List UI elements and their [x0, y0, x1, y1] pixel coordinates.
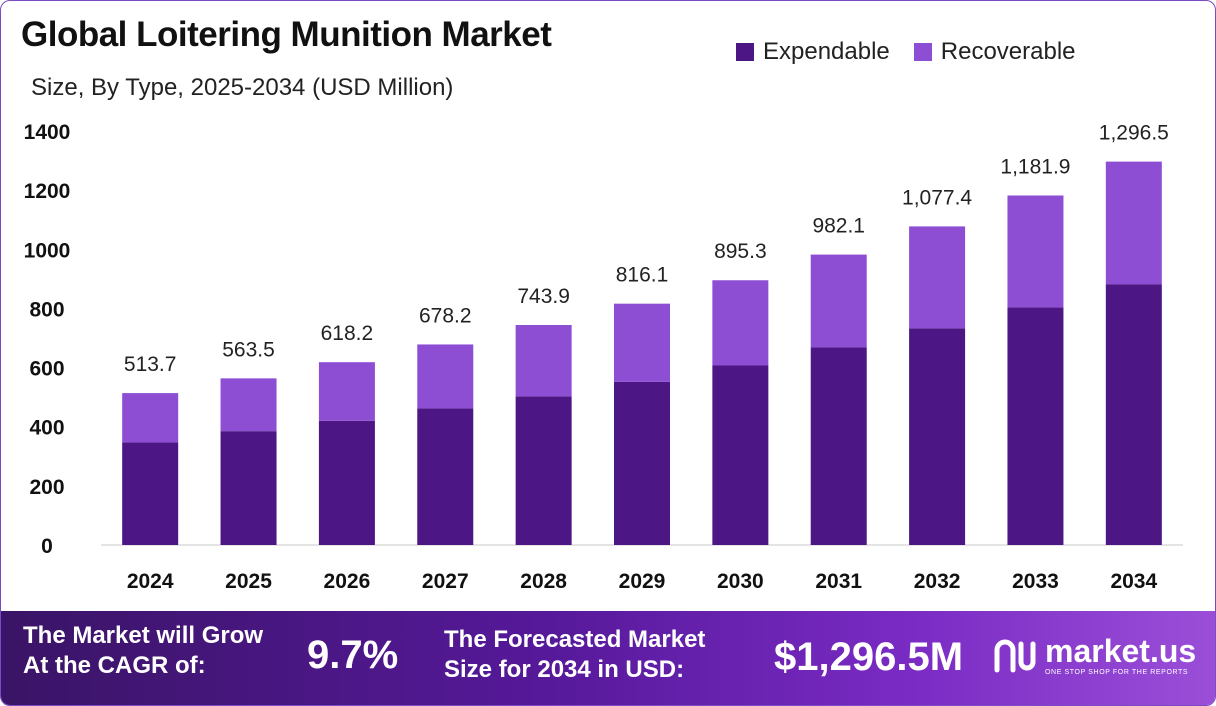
brand-tagline: ONE STOP SHOP FOR THE REPORTS	[1045, 669, 1189, 676]
y-tick-label: 1000	[24, 239, 71, 262]
x-tick-label: 2031	[815, 570, 862, 593]
x-tick-label: 2030	[717, 570, 764, 593]
forecast-label: The Forecasted Market Size for 2034 in U…	[444, 625, 705, 685]
brand-logo: market.us ONE STOP SHOP FOR THE REPORTS	[993, 635, 1196, 676]
chart-legend: Expendable Recoverable	[736, 38, 1100, 66]
data-label-total: 618.2	[321, 322, 374, 345]
y-tick-label: 800	[29, 298, 64, 321]
chart-title: Global Loitering Munition Market	[21, 15, 552, 54]
y-tick-label: 200	[29, 476, 64, 499]
cagr-label-line2: At the CAGR of:	[23, 652, 206, 679]
data-label-total: 816.1	[616, 264, 669, 287]
bar-recoverable-2024	[122, 393, 179, 443]
bar-recoverable-2027	[417, 344, 474, 409]
forecast-value: $1,296.5M	[774, 635, 964, 679]
y-tick-label: 600	[29, 358, 64, 381]
legend-label-recoverable: Recoverable	[940, 38, 1076, 65]
bar-expendable-2029	[614, 381, 670, 545]
data-label-total: 743.9	[517, 285, 570, 308]
bar-expendable-2030	[712, 365, 769, 545]
y-tick-label: 0	[41, 535, 53, 558]
summary-footer: The Market will Grow At the CAGR of: 9.7…	[1, 611, 1215, 705]
x-tick-label: 2033	[1012, 570, 1059, 593]
data-label-total: 563.5	[222, 338, 275, 361]
legend-swatch-recoverable	[913, 43, 932, 61]
bar-recoverable-2033	[1007, 195, 1064, 308]
y-tick-label: 1400	[24, 121, 71, 144]
cagr-label-line1: The Market will Grow	[23, 622, 264, 649]
bar-expendable-2033	[1007, 307, 1064, 545]
x-tick-label: 2027	[422, 570, 469, 593]
legend-item-expendable: Expendable	[736, 38, 890, 66]
bar-expendable-2028	[515, 396, 572, 545]
data-label-total: 1,296.5	[1099, 122, 1169, 145]
y-tick-label: 1200	[24, 180, 71, 203]
bar-recoverable-2025	[220, 378, 277, 432]
forecast-label-line1: The Forecasted Market	[444, 626, 706, 653]
market-us-logo-icon	[994, 639, 1036, 672]
bar-expendable-2026	[318, 420, 375, 545]
bar-recoverable-2031	[810, 254, 867, 348]
bar-recoverable-2034	[1105, 161, 1162, 285]
x-tick-label: 2024	[127, 570, 174, 593]
brand-name: market.us	[1045, 633, 1197, 669]
forecast-label-line2: Size for 2034 in USD:	[444, 656, 685, 683]
bar-recoverable-2028	[515, 325, 572, 397]
data-label-total: 982.1	[812, 215, 865, 238]
cagr-label: The Market will Grow At the CAGR of:	[23, 621, 263, 681]
cagr-value: 9.7%	[307, 633, 399, 677]
data-label-total: 513.7	[124, 353, 177, 376]
bar-expendable-2034	[1105, 284, 1162, 545]
bar-recoverable-2032	[909, 226, 966, 329]
bar-recoverable-2030	[712, 280, 769, 366]
x-tick-label: 2028	[520, 570, 567, 593]
chart-subtitle: Size, By Type, 2025-2034 (USD Million)	[31, 74, 454, 101]
data-label-total: 1,181.9	[1000, 155, 1070, 178]
x-tick-label: 2034	[1110, 570, 1157, 593]
bar-recoverable-2026	[318, 362, 375, 421]
bar-expendable-2032	[909, 328, 966, 545]
bar-expendable-2024	[122, 442, 179, 545]
data-label-total: 1,077.4	[902, 186, 972, 209]
x-tick-label: 2029	[619, 570, 666, 593]
stacked-bar-chart: 0 200 400 600 800 1000 1200 1400 513.7 2024 563.5 2…	[24, 121, 1183, 593]
data-label-total: 678.2	[419, 304, 472, 327]
legend-item-recoverable: Recoverable	[913, 38, 1076, 66]
bar-expendable-2031	[810, 347, 867, 545]
bar-expendable-2025	[220, 431, 277, 545]
y-tick-label: 400	[29, 417, 64, 440]
bar-expendable-2027	[417, 408, 474, 545]
legend-label-expendable: Expendable	[763, 38, 890, 65]
x-tick-label: 2026	[324, 570, 371, 593]
legend-swatch-expendable	[736, 43, 754, 61]
bar-recoverable-2029	[614, 303, 670, 382]
x-tick-label: 2025	[225, 570, 272, 593]
x-tick-label: 2032	[914, 570, 961, 593]
data-label-total: 895.3	[714, 240, 767, 263]
